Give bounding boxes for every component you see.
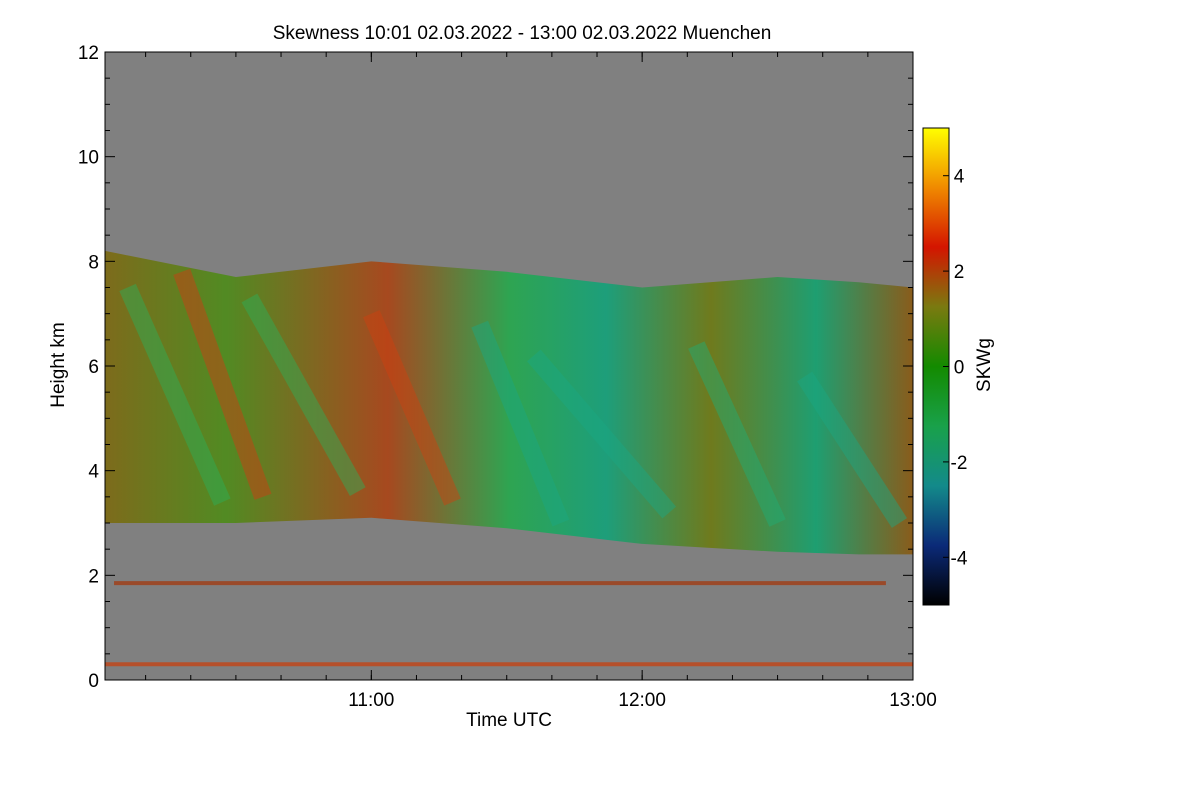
y-axis: 0 2 4 6 8 10 12 — [78, 43, 913, 692]
fall-streak — [119, 283, 231, 506]
colorbar-label: SKWg — [974, 338, 995, 392]
y-tick-label: 10 — [78, 148, 99, 169]
x-axis-title: Time UTC — [466, 710, 552, 731]
x-axis: 11:00 12:00 13:00 — [145, 52, 937, 711]
y-tick-label: 8 — [88, 252, 99, 273]
y-tick-label: 0 — [88, 671, 99, 692]
colorbar-tick-label: -2 — [951, 453, 968, 474]
fall-streak — [173, 268, 272, 500]
data-layer — [105, 250, 913, 667]
y-tick-label: 6 — [88, 357, 99, 378]
fall-streak — [688, 341, 786, 527]
colorbar-tick-label: 2 — [954, 262, 965, 283]
cloud-layer — [105, 250, 913, 555]
chart-title: Skewness 10:01 02.03.2022 - 13:00 02.03.… — [273, 23, 772, 44]
x-tick-label: 11:00 — [348, 690, 394, 711]
plot-area — [104, 51, 914, 681]
x-tick-label: 12:00 — [618, 690, 666, 711]
fall-streak — [241, 293, 366, 496]
y-tick-label: 12 — [78, 43, 99, 64]
y-tick-label: 4 — [88, 462, 99, 483]
fall-streak — [363, 310, 461, 506]
fall-streak — [527, 349, 677, 519]
colorbar-tick-label: -4 — [951, 548, 968, 569]
colorbar: 4 2 0 -2 -4 — [922, 127, 968, 606]
fall-streak — [471, 320, 570, 527]
colorbar-tick-label: 0 — [954, 358, 965, 379]
x-tick-label: 13:00 — [889, 690, 937, 711]
y-axis-title: Height km — [48, 322, 69, 408]
colorbar-tick-label: 4 — [954, 167, 965, 188]
fall-streak — [797, 371, 908, 528]
y-tick-label: 2 — [88, 566, 99, 587]
